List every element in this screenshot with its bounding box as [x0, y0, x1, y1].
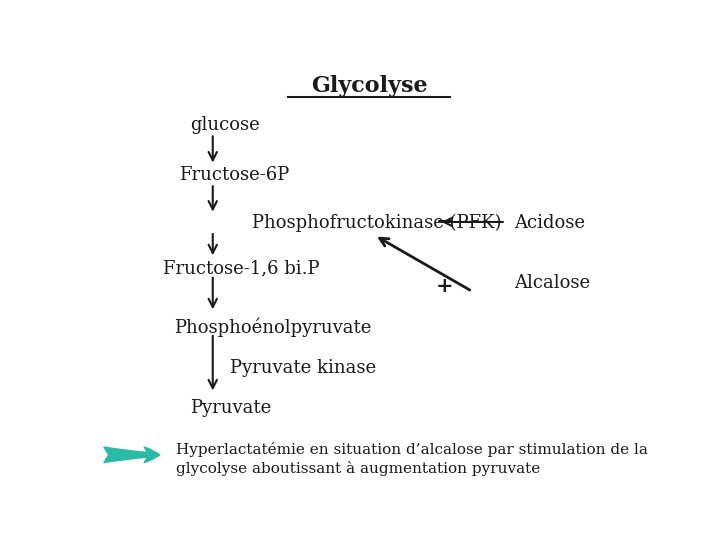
Text: Phosphoénolpyruvate: Phosphoénolpyruvate [174, 317, 371, 336]
Text: +: + [436, 276, 453, 296]
Text: Alcalose: Alcalose [514, 274, 590, 292]
Text: Fructose-1,6 bi.P: Fructose-1,6 bi.P [163, 260, 319, 278]
Text: −: − [436, 212, 453, 232]
Text: glycolyse aboutissant à augmentation pyruvate: glycolyse aboutissant à augmentation pyr… [176, 461, 541, 476]
Text: Acidose: Acidose [514, 214, 585, 232]
Text: Pyruvate kinase: Pyruvate kinase [230, 359, 376, 377]
Text: Glycolyse: Glycolyse [311, 75, 427, 97]
Text: glucose: glucose [190, 116, 260, 134]
Text: Phosphofructokinase (PFK): Phosphofructokinase (PFK) [252, 214, 501, 232]
Text: Hyperlactatémie en situation d’alcalose par stimulation de la: Hyperlactatémie en situation d’alcalose … [176, 442, 649, 457]
Text: Fructose-6P: Fructose-6P [179, 166, 289, 184]
Text: Pyruvate: Pyruvate [190, 399, 271, 417]
